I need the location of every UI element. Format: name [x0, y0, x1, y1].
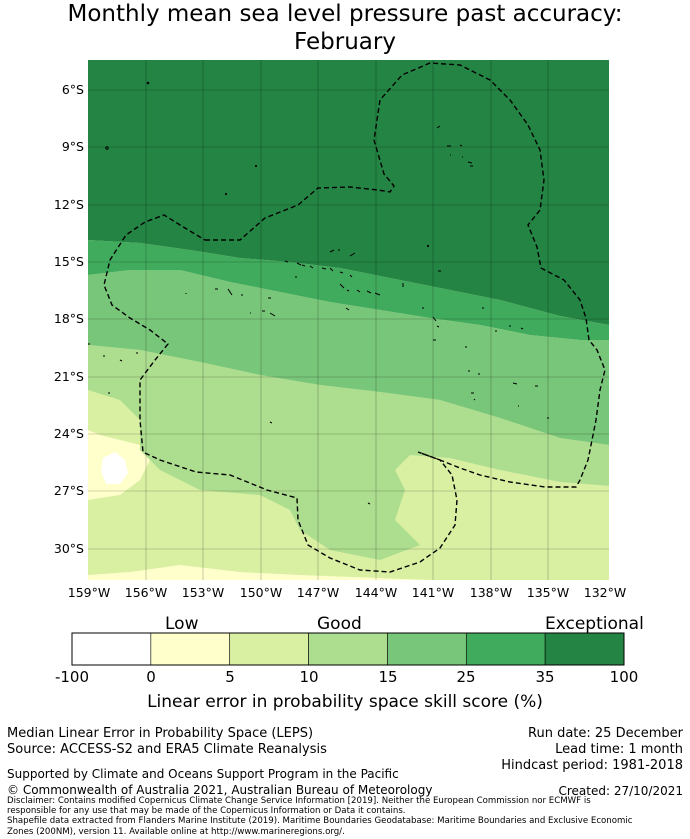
band-green — [88, 270, 609, 445]
disclaimer: Disclaimer: Contains modified Copernicus… — [7, 796, 687, 837]
colorbar-label-good: Good — [317, 614, 362, 634]
lon-label-159w: 159°W — [67, 585, 111, 600]
map-figure — [88, 60, 609, 580]
lon-label-132w: 132°W — [583, 585, 627, 600]
lat-label-15s: 15°S — [53, 254, 84, 269]
colorbar — [71, 632, 625, 666]
colorbar-frame — [71, 632, 625, 666]
lon-label-156w: 156°W — [124, 585, 168, 600]
lat-label-21s: 21°S — [53, 369, 84, 384]
colorbar-bin-5 — [465, 632, 546, 666]
lat-label-24s: 24°S — [53, 426, 84, 441]
eez-boundary — [103, 62, 606, 573]
footer-support: Supported by Climate and Oceans Support … — [7, 767, 399, 781]
lon-label-147w: 147°W — [296, 585, 340, 600]
lat-label-12s: 12°S — [53, 197, 84, 212]
islands — [88, 81, 549, 505]
map-title: Monthly mean sea level pressure past acc… — [0, 0, 690, 56]
lon-label-153w: 153°W — [181, 585, 225, 600]
colorbar-tick-neg100: -100 — [54, 668, 90, 686]
lon-label-141w: 141°W — [411, 585, 455, 600]
lat-label-27s: 27°S — [53, 483, 84, 498]
band-dark-green — [88, 240, 609, 340]
lat-label-18s: 18°S — [53, 311, 84, 326]
colorbar-tick-0: 0 — [146, 668, 156, 686]
lon-label-135w: 135°W — [526, 585, 570, 600]
lon-label-138w: 138°W — [469, 585, 513, 600]
title-line-2: February — [294, 29, 396, 55]
footer-source: Source: ACCESS-S2 and ERA5 Climate Reana… — [7, 742, 327, 757]
colorbar-tick-35: 35 — [535, 668, 555, 686]
lon-label-144w: 144°W — [354, 585, 398, 600]
colorbar-caption: Linear error in probability space skill … — [147, 692, 543, 712]
colorbar-bin-6 — [544, 632, 625, 666]
band-mid-green — [88, 345, 609, 560]
colorbar-bin-0 — [71, 632, 152, 666]
footer-run-date: Run date: 25 December — [528, 726, 683, 741]
disclaimer-line-4: Zones (200NM), version 11. Available onl… — [7, 826, 345, 837]
colorbar-tick-100: 100 — [609, 668, 639, 686]
skill-field — [88, 60, 609, 580]
white-patch — [101, 452, 128, 484]
colorbar-bin-2 — [229, 632, 309, 666]
colorbar-bin-3 — [308, 632, 388, 666]
colorbar-tick-15: 15 — [378, 668, 398, 686]
footer-lead-time: Lead time: 1 month — [555, 742, 683, 757]
colorbar-label-low: Low — [165, 614, 199, 634]
disclaimer-line-2: responsible for any use that may be made… — [7, 806, 406, 817]
lat-label-6s: 6°S — [61, 82, 84, 97]
band-exceptional — [88, 60, 609, 325]
colorbar-label-exceptional: Exceptional — [545, 614, 644, 634]
lat-label-30s: 30°S — [53, 541, 84, 556]
colorbar-bin-4 — [387, 632, 467, 666]
footer-right: Run date: 25 December Lead time: 1 month… — [501, 726, 683, 774]
footer-left: Median Linear Error in Probability Space… — [7, 726, 327, 758]
footer-metric: Median Linear Error in Probability Space… — [7, 726, 314, 741]
colorbar-tick-25: 25 — [456, 668, 476, 686]
lat-label-9s: 9°S — [61, 139, 84, 154]
colorbar-tick-10: 10 — [299, 668, 319, 686]
disclaimer-line-3: Shapefile data extracted from Flanders M… — [7, 816, 633, 827]
disclaimer-line-1: Disclaimer: Contains modified Copernicus… — [7, 796, 591, 806]
footer-hindcast: Hindcast period: 1981-2018 — [501, 758, 683, 773]
lon-label-150w: 150°W — [239, 585, 283, 600]
footer-created: Created: 27/10/2021 — [558, 784, 683, 798]
footer-copyright: © Commonwealth of Australia 2021, Austra… — [7, 783, 433, 797]
colorbar-tick-5: 5 — [225, 668, 235, 686]
colorbar-bin-1 — [150, 632, 231, 666]
title-line-1: Monthly mean sea level pressure past acc… — [67, 1, 623, 27]
gridlines — [88, 60, 609, 580]
